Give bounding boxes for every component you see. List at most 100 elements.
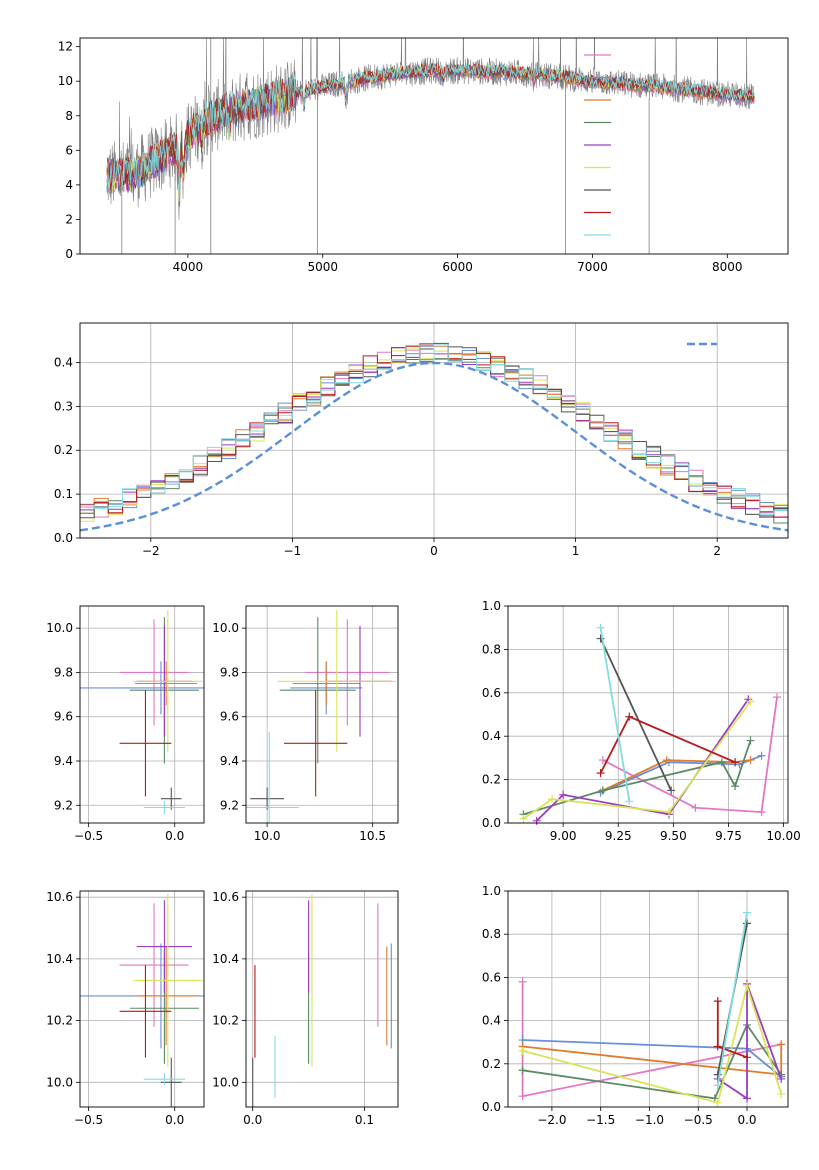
weight-marker-salpeter_stelib — [713, 1042, 722, 1051]
y-tick-label: 0.2 — [482, 773, 501, 787]
weight-marker-kroupa_stelib — [596, 623, 605, 632]
weight-marker-chabrier_miles — [772, 693, 781, 702]
y-tick-label: 9.6 — [54, 710, 73, 724]
weight-marker-chabrier_elodie — [717, 758, 726, 767]
weight-line-salpeter_elodie — [536, 698, 750, 822]
y-tick-label: 9.4 — [54, 754, 73, 768]
y-tick-label: 0.4 — [482, 1014, 501, 1028]
y-tick-label: 0.8 — [482, 642, 501, 656]
y-tick-label: 10.6 — [212, 890, 239, 904]
x-tick-label: −1.0 — [635, 1113, 664, 1127]
x-tick-label: 1 — [572, 544, 580, 558]
y-tick-label: 9.2 — [54, 798, 73, 812]
weight-marker-chabrier_elodie — [598, 786, 607, 795]
y-tick-label: 0.2 — [482, 1057, 501, 1071]
x-tick-label: 0.0 — [737, 1113, 756, 1127]
panel-4: 9.00 9.25 9.50 9.75 10.00 0.0 0.2 0.4 0.6 0.8 1.0 — [482, 599, 801, 843]
y-tick-label: 10.4 — [212, 952, 239, 966]
weight-marker-kroupa_stelib — [743, 908, 752, 917]
y-tick-label: 10.0 — [212, 621, 239, 635]
x-tick-label: 10.00 — [766, 829, 800, 843]
x-tick-label: −0.5 — [684, 1113, 713, 1127]
axes-frame — [79, 322, 789, 539]
weight-marker-kroupa_elodie — [548, 795, 557, 804]
x-tick-label: 0.0 — [243, 1113, 262, 1127]
x-tick-label: −2 — [142, 544, 160, 558]
x-tick-label: 10.0 — [254, 829, 281, 843]
y-tick-label: 0.0 — [482, 816, 501, 830]
y-tick-label: 6 — [65, 143, 73, 157]
y-tick-label: 0.0 — [482, 1100, 501, 1114]
x-tick-label: 9.50 — [660, 829, 687, 843]
y-tick-label: 2 — [65, 212, 73, 226]
x-tick-label: 0.0 — [165, 1113, 184, 1127]
weight-marker-kroupa_elodie — [713, 1098, 722, 1107]
weight-line-salpeter_elodie — [717, 983, 783, 1101]
weight-marker-salpeter_stelib — [596, 769, 605, 778]
axes-frame — [79, 890, 205, 1108]
x-tick-label: −0.5 — [74, 829, 103, 843]
weight-marker-salpeter_elodie — [777, 1074, 786, 1083]
weight-marker-kroupa_miles — [746, 756, 755, 765]
panel-5: −0.5 0.0 10.0 10.2 10.4 10.6 — [46, 890, 205, 1127]
y-tick-label: 0.4 — [54, 355, 73, 369]
weight-marker-salpeter_stelib — [743, 1053, 752, 1062]
panel-2: −0.5 0.0 9.2 9.4 9.6 9.8 10.0 — [46, 605, 205, 843]
weight-marker-chabrier_elodie — [746, 736, 755, 745]
y-tick-label: 10 — [58, 74, 73, 88]
weight-marker-chabrier_elodie — [731, 782, 740, 791]
y-tick-label: 0.0 — [54, 531, 73, 545]
axes-frame — [507, 605, 789, 824]
y-tick-label: 0.8 — [482, 927, 501, 941]
weight-marker-chabrier_miles — [691, 803, 700, 812]
panel-0: 4000 5000 6000 7000 8000 0 2 4 6 8 10 12 — [58, 37, 789, 274]
weight-marker-kroupa_miles — [777, 1040, 786, 1049]
x-tick-label: 9.00 — [550, 829, 577, 843]
weight-line-chabrier_elodie — [522, 1023, 782, 1100]
x-tick-label: −1.5 — [586, 1113, 615, 1127]
weight-line-kroupa_stelib — [599, 627, 631, 802]
y-tick-label: 0 — [65, 247, 73, 261]
y-tick-label: 9.4 — [220, 754, 239, 768]
x-tick-label: 9.25 — [605, 829, 632, 843]
axes-frame — [245, 605, 399, 824]
axes-frame — [79, 37, 789, 255]
x-tick-label: 2 — [713, 544, 721, 558]
weight-marker-kroupa_elodie — [519, 814, 528, 823]
y-tick-label: 10.2 — [46, 1014, 73, 1028]
y-tick-label: 9.8 — [54, 665, 73, 679]
y-tick-label: 1.0 — [482, 599, 501, 613]
weight-line-kroupa_elodie — [522, 700, 752, 820]
y-tick-label: 8 — [65, 109, 73, 123]
x-tick-label: 7000 — [577, 260, 608, 274]
y-tick-label: 0.1 — [54, 487, 73, 501]
y-tick-label: 12 — [58, 40, 73, 54]
residual-histogram-kroupa_stelib — [80, 343, 788, 515]
weight-marker-salpeter_elodie — [559, 790, 568, 799]
weight-marker-salpeter_stelib — [731, 758, 740, 767]
x-tick-label: 0.1 — [355, 1113, 374, 1127]
weight-line-chabrier_stelib — [599, 638, 672, 791]
weight-marker-chabrier_miles — [518, 1092, 527, 1101]
weight-line-chabrier_miles — [602, 696, 778, 814]
y-tick-label: 10.6 — [46, 890, 73, 904]
x-tick-label: 6000 — [442, 260, 473, 274]
axes-frame — [507, 890, 789, 1108]
y-tick-label: 10.4 — [46, 952, 73, 966]
y-tick-label: 0.6 — [482, 970, 501, 984]
weight-line-chabrier_miles — [521, 981, 782, 1098]
y-tick-label: 9.6 — [220, 710, 239, 724]
weight-marker-chabrier_elodie — [518, 1066, 527, 1075]
weight-marker-kroupa_elodie — [777, 1090, 786, 1099]
y-tick-label: 9.2 — [220, 798, 239, 812]
weight-marker-kroupa_stelib — [625, 797, 634, 806]
weight-marker-kroupa_elodie — [746, 697, 755, 706]
y-tick-label: 10.0 — [46, 1075, 73, 1089]
weight-marker-kroupa_elodie — [518, 1046, 527, 1055]
y-tick-label: 10.0 — [46, 621, 73, 635]
y-tick-label: 10.0 — [212, 1075, 239, 1089]
panel-1: −2 −1 0 1 2 0.0 0.1 0.2 0.3 0.4 — [54, 322, 789, 558]
panel-3: 10.0 10.5 9.2 9.4 9.6 9.8 10.0 — [212, 605, 399, 843]
weight-marker-kroupa_miles — [662, 756, 671, 765]
y-tick-label: 0.3 — [54, 399, 73, 413]
